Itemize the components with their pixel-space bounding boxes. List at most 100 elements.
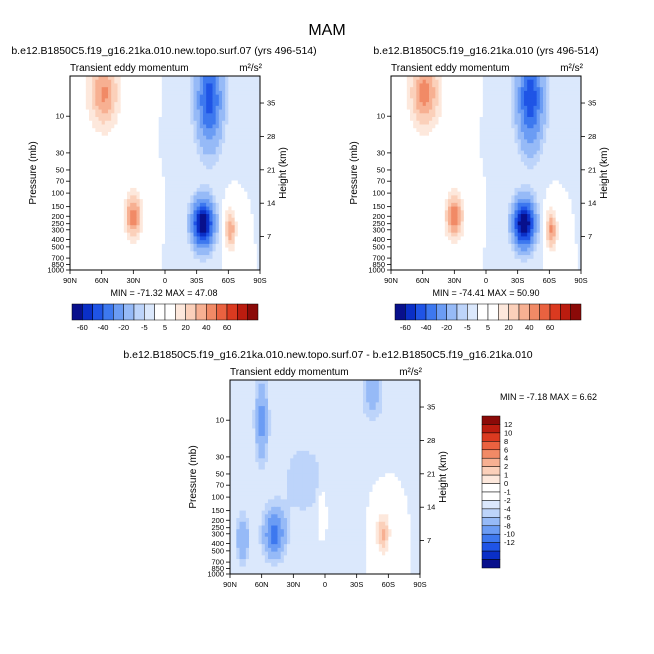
- contour-cell: [123, 225, 128, 230]
- contour-cell: [508, 131, 512, 137]
- contour-cell: [425, 139, 430, 144]
- contour-cell: [253, 102, 258, 107]
- contour-cell: [206, 255, 210, 260]
- contour-cell: [101, 199, 106, 204]
- contour-cell: [438, 94, 443, 99]
- contour-cell: [476, 94, 481, 99]
- contour-cell: [406, 176, 411, 181]
- contour-cell: [165, 236, 169, 241]
- contour-cell: [520, 158, 525, 163]
- contour-cell: [142, 202, 147, 207]
- contour-cell: [568, 158, 572, 163]
- contour-cell: [222, 161, 226, 166]
- contour-cell: [394, 105, 398, 110]
- contour-cell: [413, 131, 417, 137]
- contour-cell: [187, 87, 191, 92]
- contour-cell: [555, 139, 560, 144]
- contour-cell: [457, 98, 462, 103]
- contour-cell: [543, 128, 547, 133]
- contour-cell: [253, 120, 258, 125]
- contour-cell: [508, 87, 512, 92]
- contour-cell: [231, 102, 236, 107]
- contour-cell: [241, 79, 245, 84]
- contour-cell: [203, 109, 207, 114]
- contour-cell: [196, 158, 201, 163]
- contour-cell: [95, 169, 99, 174]
- contour-cell: [158, 180, 163, 185]
- contour-cell: [209, 154, 213, 159]
- contour-cell: [511, 161, 515, 166]
- contour-cell: [158, 94, 163, 99]
- contour-cell: [123, 243, 128, 249]
- contour-cell: [101, 154, 106, 159]
- contour-cell: [505, 176, 509, 181]
- contour-cell: [180, 154, 185, 159]
- contour-cell: [457, 87, 462, 92]
- contour-cell: [152, 124, 156, 129]
- contour-cell: [120, 143, 125, 148]
- contour-cell: [206, 124, 210, 129]
- contour-cell: [517, 87, 522, 92]
- contour-cell: [158, 195, 163, 200]
- contour-cell: [114, 262, 118, 267]
- contour-cell: [199, 143, 204, 148]
- contour-cell: [130, 191, 134, 196]
- contour-cell: [237, 94, 242, 99]
- contour-cell: [444, 161, 449, 166]
- contour-cell: [231, 243, 236, 249]
- contour-cell: [444, 135, 449, 140]
- contour-cell: [250, 236, 255, 241]
- contour-cell: [546, 128, 550, 133]
- contour-cell: [127, 150, 131, 155]
- contour-cell: [196, 214, 201, 219]
- contour-cell: [237, 113, 242, 118]
- contour-cell: [177, 139, 182, 144]
- contour-cell: [139, 128, 144, 133]
- contour-cell: [76, 105, 80, 110]
- contour-cell: [432, 165, 436, 170]
- contour-cell: [142, 150, 147, 155]
- contour-cell: [111, 240, 115, 245]
- contour-cell: [571, 161, 576, 166]
- contour-cell: [161, 214, 166, 219]
- contour-cell: [212, 105, 217, 110]
- contour-cell: [546, 154, 550, 159]
- contour-cell: [95, 87, 99, 92]
- contour-cell: [142, 90, 147, 96]
- contour-cell: [394, 98, 398, 103]
- contour-cell: [410, 169, 414, 174]
- contour-cell: [114, 109, 118, 114]
- contour-cell: [530, 87, 534, 92]
- contour-cell: [234, 113, 239, 118]
- contour-cell: [111, 120, 115, 125]
- contour-cell: [533, 120, 538, 125]
- contour-cell: [82, 202, 87, 207]
- contour-cell: [193, 169, 198, 174]
- contour-cell: [212, 117, 217, 122]
- contour-cell: [536, 90, 541, 96]
- contour-cell: [495, 87, 500, 92]
- contour-cell: [444, 76, 449, 81]
- contour-cell: [184, 128, 188, 133]
- contour-cell: [187, 105, 191, 110]
- contour-cell: [250, 232, 255, 237]
- contour-cell: [70, 94, 74, 99]
- contour-cell: [244, 243, 248, 249]
- contour-cell: [479, 150, 484, 155]
- contour-cell: [209, 243, 213, 249]
- contour-cell: [218, 83, 223, 88]
- contour-cell: [470, 161, 474, 166]
- contour-cell: [196, 221, 201, 226]
- contour-cell: [228, 240, 232, 245]
- contour-cell: [514, 105, 519, 110]
- contour-cell: [146, 98, 150, 103]
- contour-cell: [146, 210, 150, 215]
- contour-cell: [85, 83, 90, 88]
- contour-cell: [168, 214, 172, 219]
- contour-cell: [171, 102, 175, 107]
- contour-cell: [400, 131, 405, 137]
- contour-cell: [101, 90, 106, 96]
- contour-cell: [492, 113, 496, 118]
- contour-cell: [155, 255, 160, 260]
- contour-cell: [152, 214, 156, 219]
